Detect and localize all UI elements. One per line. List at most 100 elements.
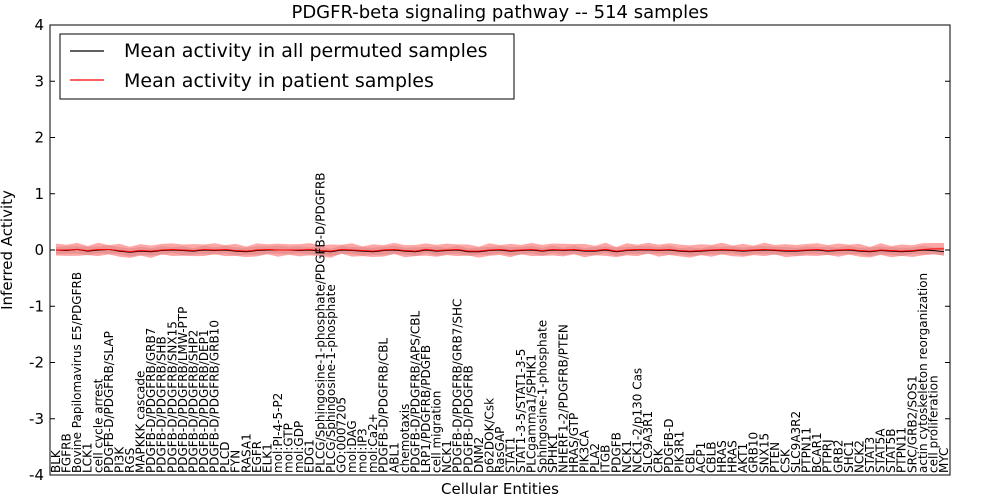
x-tick-label: p62DOK/Csk	[482, 398, 496, 473]
x-tick-label: PLCgamma1/SPHK1	[525, 354, 539, 473]
x-tick-label: cell cycle arrest	[91, 378, 105, 473]
x-tick-label: NHERF1-2/PDGFRB/PTEN	[556, 324, 570, 473]
x-tick-label: SHC1	[842, 440, 856, 473]
x-tick-label: STAT1	[504, 437, 518, 473]
x-tick-label: PIK3CA	[578, 429, 592, 473]
y-tick-label: 3	[34, 72, 44, 90]
x-tick-label: PDGFB	[609, 432, 623, 473]
x-tick-label: RasGAP	[493, 427, 507, 473]
legend-box	[59, 33, 515, 100]
x-tick-label: PLCD	[218, 441, 232, 473]
y-tick-label: 2	[34, 129, 44, 147]
x-tick-label: PDGFB-D/PDGFRB/DEP1	[197, 329, 211, 473]
x-tick-label: Bovine Papilomavirus E5/PDGFRB	[70, 272, 84, 473]
x-tick-label: STAT5B	[884, 429, 898, 474]
x-tick-label: PDGFB-D/PDGFRB/GRB7	[144, 328, 158, 473]
x-tick-label: mol:Ca2+	[366, 413, 380, 473]
y-tick-label: -2	[29, 354, 44, 372]
x-tick-label: HRAS	[726, 440, 740, 473]
x-tick-label: PLA2	[588, 443, 602, 473]
x-tick-label: CSK	[778, 448, 792, 473]
x-tick-label: SNX15	[757, 433, 771, 473]
x-tick-label: NCK2	[852, 440, 866, 473]
x-tick-label: GO:0007205	[334, 397, 348, 473]
x-tick-label: AKT1	[736, 443, 750, 473]
x-tick-label: GRB10	[747, 432, 761, 473]
x-tick-label: SPHK1	[546, 434, 560, 473]
x-tick-label: mol:GTP	[282, 423, 296, 473]
x-tick-label: SRC/GRB2/SOS1	[905, 375, 919, 473]
x-tick-label: mol:GDP	[292, 421, 306, 473]
x-tick-label: RGS	[123, 448, 137, 473]
x-tick-label: PLCG/Sphingosine-1-phosphate	[324, 284, 338, 473]
x-tick-label: PI3K	[112, 446, 126, 473]
x-tick-label: HRAS	[715, 440, 729, 473]
x-tick-label: PDGFB-D/PDGFRB/LMW-PTP	[176, 307, 190, 473]
x-axis-label: Cellular Entities	[441, 480, 559, 498]
x-tick-label: cell proliferation	[926, 375, 940, 473]
x-tick-label: PDGFB-D/PDGFRB/SHP2	[186, 330, 200, 473]
legend-label-permuted: Mean activity in all permuted samples	[124, 40, 487, 62]
x-tick-label: BLK	[49, 449, 63, 473]
x-tick-label: Sphingosine-1-phosphate	[535, 320, 549, 473]
x-tick-label: STAT3	[863, 437, 877, 473]
series-lines	[55, 248, 945, 253]
x-tick-label: NCK1-2/p130 Cas	[630, 368, 644, 473]
chart-title: PDGFR-beta signaling pathway -- 514 samp…	[291, 2, 708, 23]
x-tick-label: FGFRB	[60, 433, 74, 473]
x-tick-label: ITGB	[599, 445, 613, 473]
x-tick-label: GRB2	[831, 439, 845, 473]
x-tick-label: mol:DAG	[345, 420, 359, 473]
x-tick-label: ELK1	[260, 443, 274, 473]
x-tick-label: ACP1	[694, 442, 708, 473]
x-tick-label: PDGFB-D/PDGFRB/APS/CBL	[408, 310, 422, 473]
x-tick-label: mol:PI-4-5-P2	[271, 393, 285, 473]
x-tick-label: PTPN11	[800, 427, 814, 473]
x-tick-label: actin cytoskeleton reorganization	[916, 273, 930, 473]
y-axis: -4 -3 -2 -1 0 1 2 3 4	[29, 16, 950, 484]
x-tick-label: STAT1-3-5/STAT1-3-5	[514, 349, 528, 473]
x-tick-label: LCK1	[81, 442, 95, 473]
x-tick-label: NCK1	[440, 440, 454, 473]
y-axis-label: Inferred Activity	[0, 190, 16, 310]
x-tick-label: PDGFB-D	[662, 419, 676, 473]
x-tick-label: DNM2	[472, 437, 486, 473]
x-tick-label: CRK	[652, 447, 666, 473]
x-tick-label: STAT5A	[874, 428, 888, 473]
x-tick-label: RASA1	[239, 433, 253, 473]
y-tick-label: 0	[34, 241, 44, 259]
x-tick-label: mol:IP3	[356, 428, 370, 473]
x-tick-label: chemotaxis	[398, 404, 412, 473]
x-tick-label: SLC9A3R2	[789, 411, 803, 473]
x-tick-label: EDG1	[303, 439, 317, 473]
x-tick-label: PDGFB-D/PDGFRB/CBL	[377, 338, 391, 473]
x-tick-label: PDGFB-D/PDGFRB/GRB10	[208, 320, 222, 473]
y-tick-label: 1	[34, 185, 44, 203]
y-tick-label: 4	[34, 16, 44, 34]
x-tick-label: FYN	[229, 450, 243, 473]
band-permuted	[56, 245, 944, 257]
x-tick-label: SLC9A3R1	[641, 411, 655, 473]
x-tick-label: PIK3R1	[673, 431, 687, 473]
line-permuted	[55, 248, 945, 253]
x-tick-label: MAPKKK cascade	[134, 371, 148, 473]
x-tick-label: ABL1	[387, 442, 401, 473]
x-tick-label: PLCG/Sphingosine-1-phosphate/PDGFB-D/PDG…	[313, 172, 327, 473]
x-tick-label: LRP1/PDGFRB/PDGFB	[419, 345, 433, 473]
legend: Mean activity in all permuted samples Me…	[59, 33, 515, 100]
x-tick-label: PTEN	[768, 442, 782, 473]
x-tick-label: MYC	[937, 448, 951, 473]
x-tick-label: EGFR	[250, 441, 264, 473]
x-tick-label: HRAS/GTP	[567, 413, 581, 473]
x-tick-label: PTPN11	[895, 427, 909, 473]
x-tick-label: PDGFB-D/PDGFRB/SLAP	[102, 331, 116, 473]
y-tick-label: -3	[29, 410, 44, 428]
x-tick-label: PDGFB-D/PDGFRB/SNX15	[165, 321, 179, 473]
legend-label-patient: Mean activity in patient samples	[124, 70, 434, 92]
x-tick-label: NCK1	[620, 440, 634, 473]
y-tick-label: -4	[29, 466, 44, 484]
y-tick-label: -1	[29, 297, 44, 315]
x-tick-label: CBL	[683, 449, 697, 473]
